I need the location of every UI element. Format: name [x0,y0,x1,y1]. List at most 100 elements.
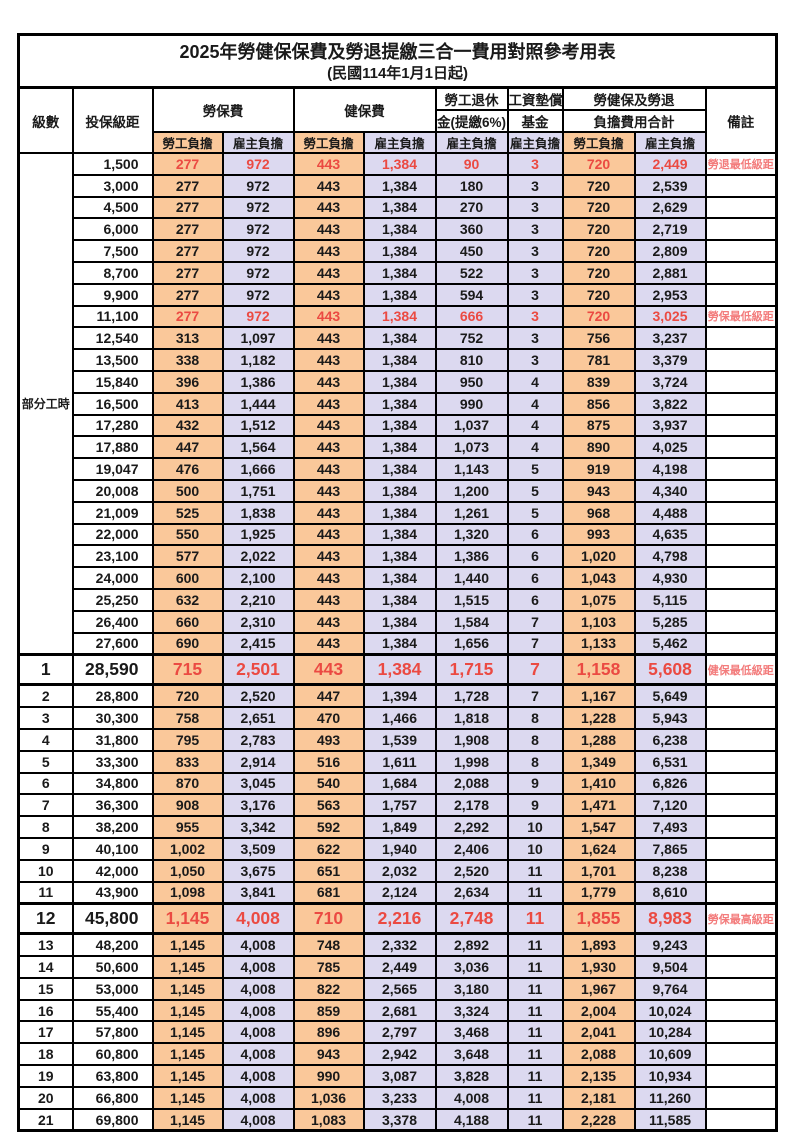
health-ins-employer-cell: 1,539 [362,727,437,752]
total-employer-cell: 3,822 [633,391,707,416]
labor-ins-employer-cell: 972 [221,195,295,220]
total-employee-cell: 1,410 [561,771,636,796]
table-row: 7,500 277 972 443 1,384 450 3 720 2,809 [19,239,778,263]
health-ins-employee-cell: 990 [292,1064,365,1088]
pension-employer-cell: 1,515 [434,587,509,612]
wage-fund-employer-cell: 5 [506,500,564,525]
pension-employer-cell: 2,292 [434,815,509,839]
wage-fund-employer-cell: 3 [506,239,564,263]
total-employer-cell: 6,238 [633,727,707,752]
col-header-remark: 備註 [704,86,778,154]
level-cell: 7 [17,793,74,818]
labor-ins-employee-cell: 277 [151,282,224,307]
col-header-pension-line2: 金(提繳6%) [434,109,509,133]
pension-employer-cell: 1,320 [434,522,509,547]
labor-ins-employer-cell: 2,100 [221,566,295,590]
labor-ins-employee-cell: 1,145 [151,998,224,1023]
total-employee-cell: 1,779 [561,880,636,905]
health-ins-employee-cell: 447 [292,683,365,709]
labor-ins-employer-cell: 2,022 [221,544,295,569]
labor-ins-employer-cell: 3,841 [221,880,295,905]
labor-ins-employee-cell: 277 [151,304,224,329]
wage-fund-employer-cell: 4 [506,391,564,416]
total-employer-cell: 10,934 [633,1064,707,1088]
labor-ins-employee-cell: 550 [151,522,224,547]
labor-ins-employer-cell: 972 [221,217,295,242]
total-employee-cell: 1,043 [561,566,636,590]
bracket-cell: 4,500 [71,195,154,220]
health-ins-employee-cell: 443 [292,152,365,176]
health-ins-employer-cell: 1,384 [362,217,437,242]
wage-fund-employer-cell: 7 [506,653,564,687]
table-row: 6 34,800 870 3,045 540 1,684 2,088 9 1,410 6,826 [17,771,778,796]
total-employer-cell: 9,764 [633,976,707,1001]
labor-ins-employer-cell: 4,008 [221,1042,295,1067]
labor-ins-employer-cell: 2,310 [221,609,295,634]
pension-employer-cell: 990 [434,391,509,416]
bracket-cell: 15,840 [71,369,154,394]
labor-ins-employee-cell: 577 [151,544,224,569]
total-employer-cell: 4,488 [633,500,707,525]
total-employer-cell: 4,930 [633,566,707,590]
table-row: 16,500 413 1,444 443 1,384 990 4 856 3,822 [19,391,778,416]
total-employer-cell: 6,531 [633,749,707,774]
wage-fund-employer-cell: 3 [506,217,564,242]
wage-fund-employer-cell: 11 [506,1085,564,1110]
labor-ins-employee-cell: 720 [151,683,224,709]
labor-ins-employer-cell: 1,666 [221,457,295,481]
wage-fund-employer-cell: 4 [506,413,564,438]
pension-employer-cell: 752 [434,326,509,351]
remark-cell [704,793,778,818]
total-employer-cell: 7,865 [633,836,707,861]
health-ins-employer-cell: 1,384 [362,173,437,198]
remark-cell [704,727,778,752]
health-ins-employee-cell: 443 [292,413,365,438]
health-ins-employer-cell: 1,384 [362,369,437,394]
health-ins-employer-cell: 1,611 [362,749,437,774]
bracket-cell: 9,900 [71,282,154,307]
bracket-cell: 57,800 [71,1020,154,1045]
total-employer-cell: 9,504 [633,955,707,979]
pension-employer-cell: 1,143 [434,457,509,481]
pension-employer-cell: 450 [434,239,509,263]
total-employee-cell: 720 [561,195,636,220]
health-ins-employer-cell: 1,466 [362,706,437,730]
total-employer-cell: 8,983 [633,902,707,936]
health-ins-employer-cell: 1,849 [362,815,437,839]
pension-employer-cell: 2,520 [434,858,509,883]
col-header-wage-fund-line1: 工資墊償 [506,86,564,111]
wage-fund-employer-cell: 8 [506,727,564,752]
total-employee-cell: 1,020 [561,544,636,569]
table-row: 22,000 550 1,925 443 1,384 1,320 6 993 4,635 [19,522,778,547]
health-ins-employee-cell: 563 [292,793,365,818]
wage-fund-employer-cell: 3 [506,282,564,307]
health-ins-employee-cell: 443 [292,304,365,329]
total-employee-cell: 720 [561,282,636,307]
bracket-cell: 50,600 [71,955,154,979]
labor-ins-employee-cell: 690 [151,631,224,656]
remark-cell [704,326,778,351]
health-ins-employer-cell: 1,384 [362,326,437,351]
labor-ins-employee-cell: 1,145 [151,1085,224,1110]
labor-ins-employer-cell: 1,386 [221,369,295,394]
level-cell: 10 [17,858,74,883]
remark-cell [704,815,778,839]
labor-ins-employer-cell: 2,914 [221,749,295,774]
level-cell: 13 [17,932,74,958]
page-title: 2025年勞健保保費及勞退提繳三合一費用對照參考用表 [179,41,616,62]
health-ins-employer-cell: 1,757 [362,793,437,818]
health-ins-employer-cell: 1,384 [362,478,437,503]
bracket-cell: 34,800 [71,771,154,796]
total-employee-cell: 1,228 [561,706,636,730]
health-ins-employer-cell: 1,384 [362,195,437,220]
total-employer-cell: 7,493 [633,815,707,839]
health-ins-employer-cell: 1,384 [362,304,437,329]
pension-employer-cell: 1,818 [434,706,509,730]
total-employer-cell: 2,719 [633,217,707,242]
total-employer-cell: 5,608 [633,653,707,687]
total-employer-cell: 5,462 [633,631,707,656]
labor-ins-employer-cell: 1,182 [221,348,295,372]
remark-cell [704,457,778,481]
total-employee-cell: 2,181 [561,1085,636,1110]
health-ins-employer-cell: 1,384 [362,282,437,307]
